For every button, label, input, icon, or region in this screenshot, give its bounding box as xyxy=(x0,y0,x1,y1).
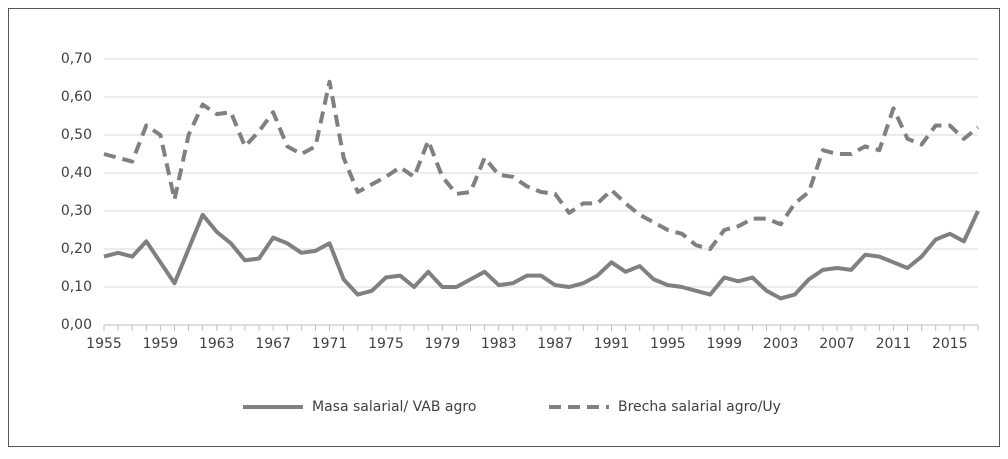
x-tick-label: 1995 xyxy=(650,336,686,352)
y-tick-label: 0,70 xyxy=(61,51,92,67)
x-tick-label: 2003 xyxy=(763,336,799,352)
legend-label: Brecha salarial agro/Uy xyxy=(618,399,781,415)
y-tick-label: 0,20 xyxy=(61,241,92,257)
series-line xyxy=(103,210,980,301)
x-tick-label: 1959 xyxy=(143,336,179,352)
x-tick-label: 1987 xyxy=(537,336,573,352)
series-line xyxy=(103,79,980,251)
x-tick-label: 2007 xyxy=(819,336,855,352)
chart-border xyxy=(8,8,1000,447)
y-tick-label: 0,50 xyxy=(61,127,92,143)
x-tick-label: 1971 xyxy=(312,336,348,352)
y-tick-label: 0,00 xyxy=(61,317,92,333)
x-tick-label: 1999 xyxy=(706,336,742,352)
y-tick-label: 0,30 xyxy=(61,203,92,219)
x-tick-label: 1979 xyxy=(425,336,461,352)
x-tick-label: 2011 xyxy=(876,336,912,352)
legend-label: Masa salarial/ VAB agro xyxy=(312,399,476,415)
x-tick-label: 1963 xyxy=(199,336,235,352)
y-tick-label: 0,10 xyxy=(61,279,92,295)
x-tick-label: 1975 xyxy=(368,336,404,352)
x-tick-label: 1955 xyxy=(86,336,122,352)
x-tick-label: 1983 xyxy=(481,336,517,352)
y-tick-label: 0,60 xyxy=(61,89,92,105)
x-tick-label: 1991 xyxy=(594,336,630,352)
y-tick-label: 0,40 xyxy=(61,165,92,181)
x-tick-label: 2015 xyxy=(932,336,968,352)
x-tick-label: 1967 xyxy=(255,336,291,352)
